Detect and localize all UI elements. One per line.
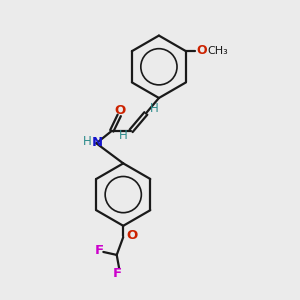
Text: O: O — [115, 104, 126, 117]
Text: F: F — [94, 244, 104, 257]
Text: O: O — [196, 44, 207, 57]
Text: CH₃: CH₃ — [207, 46, 228, 56]
Text: F: F — [113, 267, 122, 280]
Text: H: H — [150, 102, 158, 115]
Text: O: O — [127, 230, 138, 242]
Text: N: N — [92, 136, 103, 148]
Text: H: H — [83, 135, 92, 148]
Text: H: H — [118, 129, 127, 142]
